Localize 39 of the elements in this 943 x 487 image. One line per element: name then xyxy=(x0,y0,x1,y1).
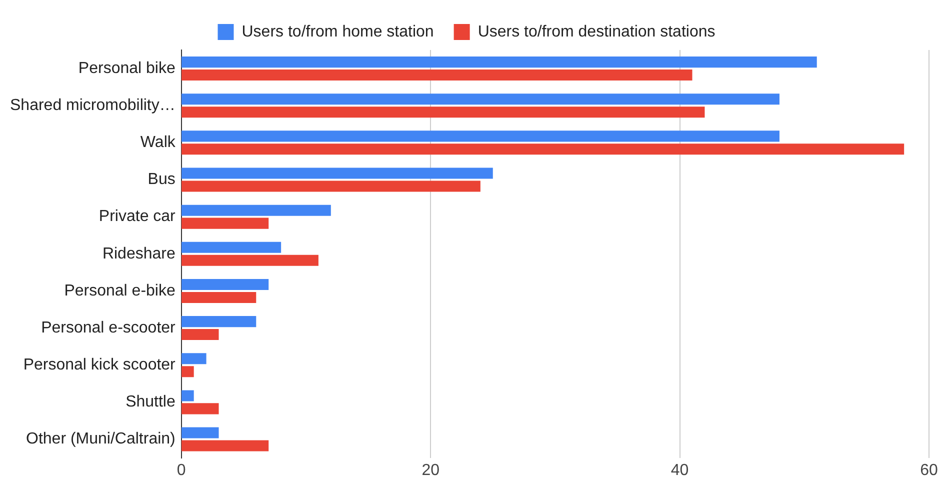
y-tick-label: Shuttle xyxy=(126,394,176,411)
bar xyxy=(181,56,817,68)
bar xyxy=(181,130,780,142)
bar xyxy=(181,168,493,179)
y-tick-label: Personal e-scooter xyxy=(41,319,176,336)
y-tick-label: Private car xyxy=(98,208,176,226)
x-tick-label: 20 xyxy=(422,462,440,479)
y-tick-label: Other (Muni/Caltrain) xyxy=(26,430,176,448)
x-tick-label: 40 xyxy=(670,462,689,479)
y-tick-label: Rideshare xyxy=(102,245,176,262)
bar xyxy=(181,366,194,378)
y-tick-label: Personal bike xyxy=(78,60,176,77)
x-tick-label: 0 xyxy=(176,462,186,479)
bar xyxy=(181,278,269,290)
bar xyxy=(181,329,219,340)
bar xyxy=(181,204,331,216)
y-tick-label: Personal e-bike xyxy=(64,282,176,300)
bar xyxy=(181,403,219,414)
bar xyxy=(181,180,480,192)
legend-label: Users to/from home station xyxy=(242,23,434,40)
y-tick-label: Walk xyxy=(140,134,176,152)
y-tick-label: Personal kick scooter xyxy=(23,356,176,374)
x-tick-label: 60 xyxy=(920,462,938,479)
y-tick-label: Shared micromobility… xyxy=(10,97,176,114)
bar xyxy=(181,353,206,364)
bar xyxy=(181,70,692,81)
bar xyxy=(181,106,705,118)
bar xyxy=(181,390,194,402)
bar xyxy=(181,218,269,229)
bar xyxy=(181,427,219,438)
bar xyxy=(181,440,269,452)
bar xyxy=(181,316,256,328)
bar xyxy=(181,292,256,303)
bar xyxy=(181,144,904,155)
bar xyxy=(181,254,318,266)
bar xyxy=(181,94,780,105)
bar xyxy=(181,242,282,253)
legend-label: Users to/from destination stations xyxy=(478,23,716,40)
y-tick-label: Bus xyxy=(148,171,176,188)
